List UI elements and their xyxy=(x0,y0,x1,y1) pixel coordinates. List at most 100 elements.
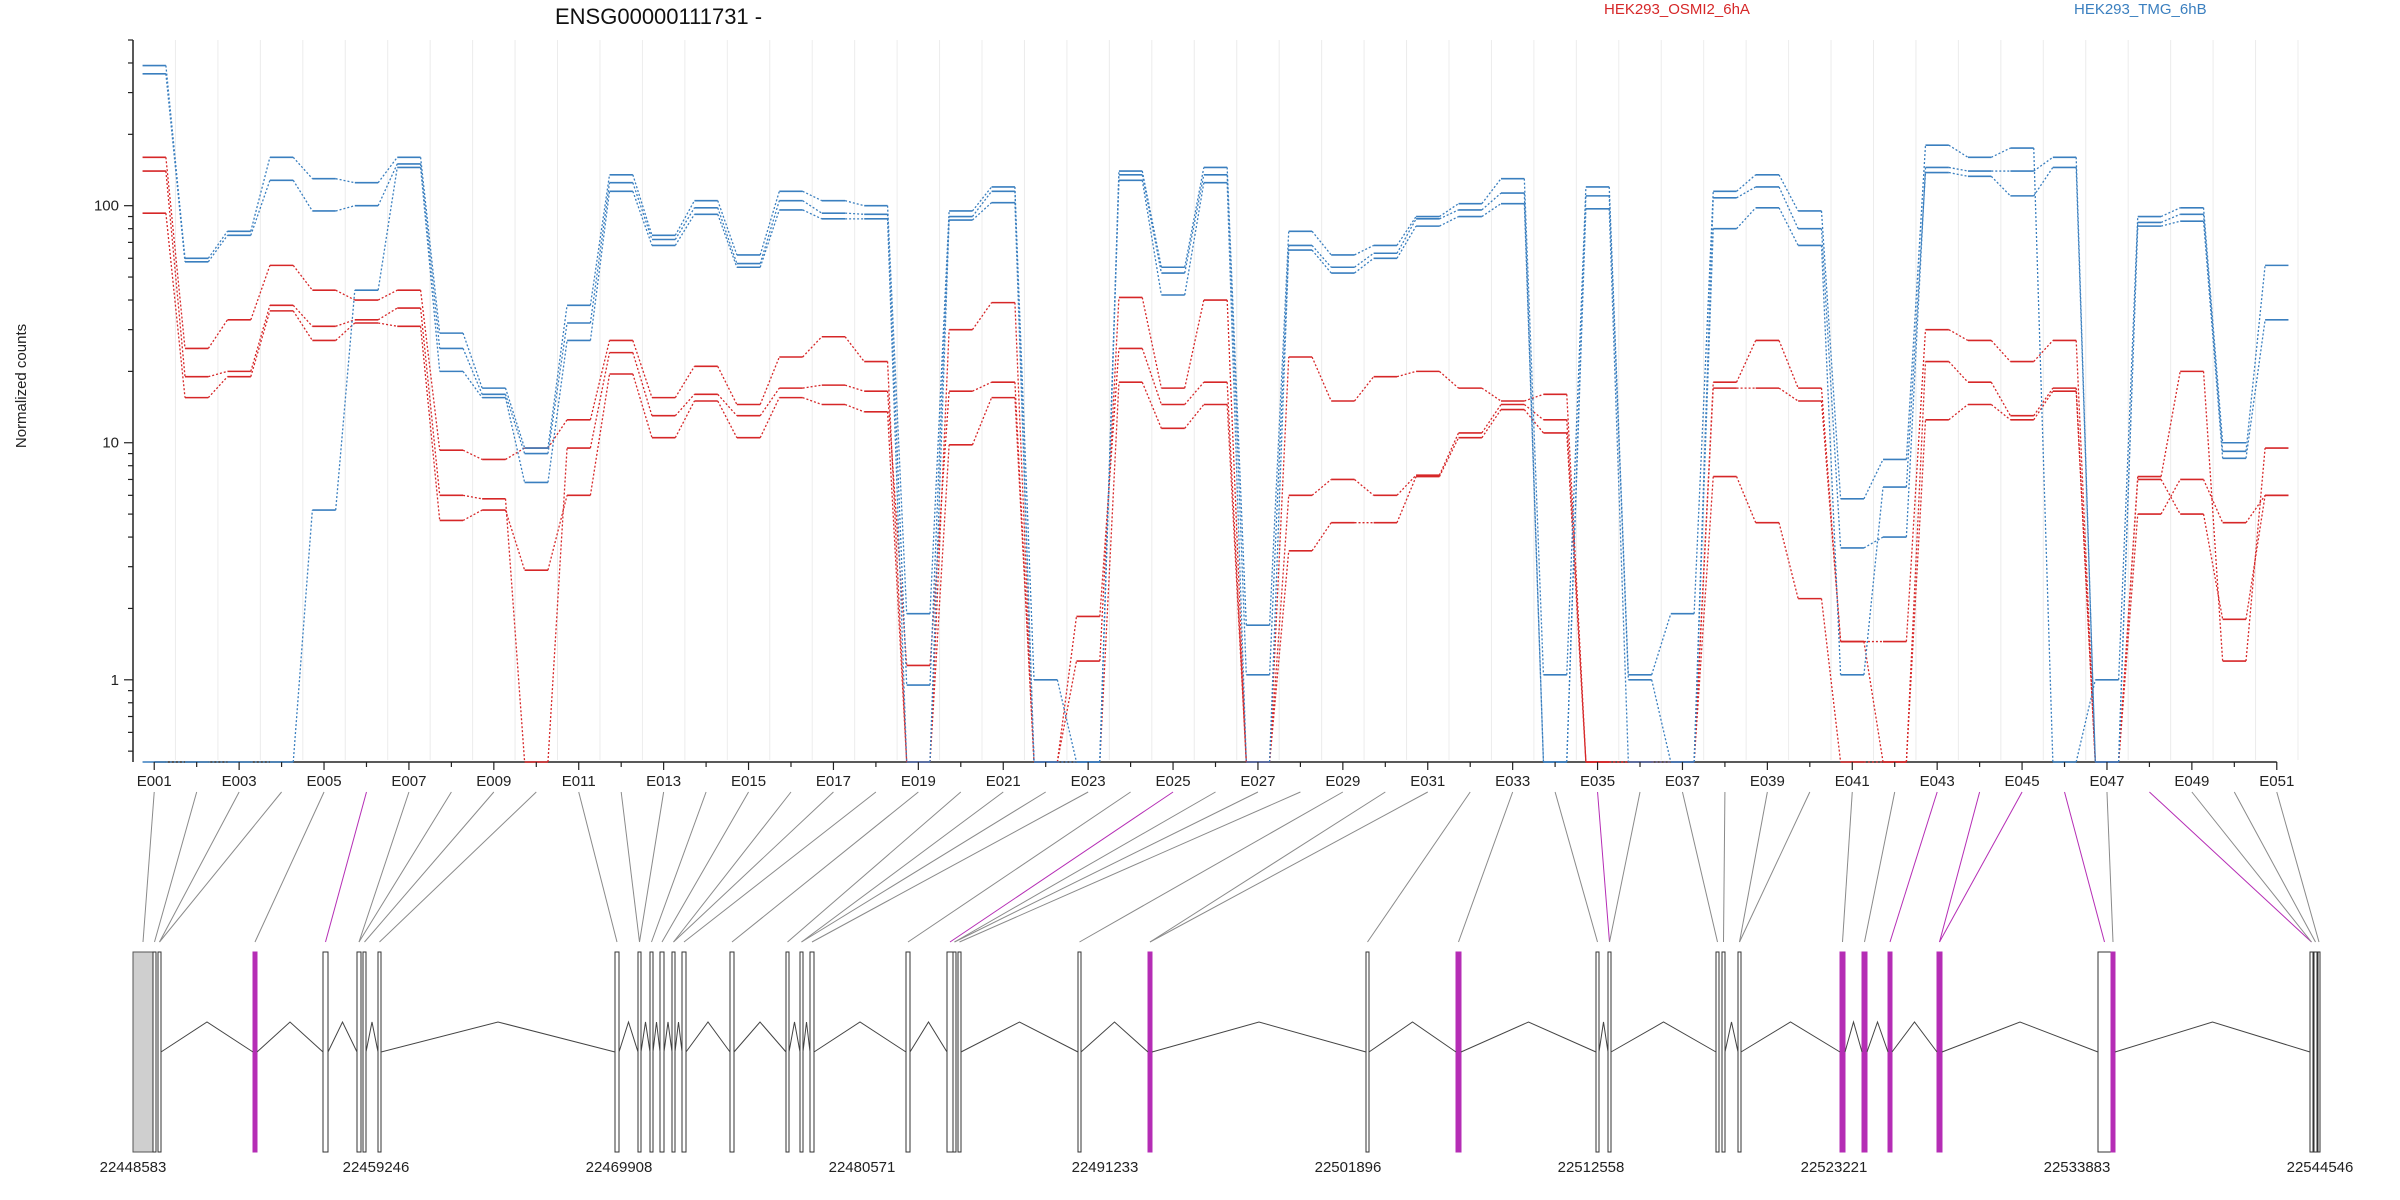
exon-connector xyxy=(1889,791,1938,943)
exon-connector xyxy=(801,791,1046,943)
exon-box xyxy=(785,951,790,1153)
intron-line xyxy=(788,1021,801,1053)
exon-box xyxy=(681,951,687,1153)
exon-box xyxy=(2313,951,2318,1153)
legend-item-osmi2: HEK293_OSMI2_6hA xyxy=(1604,1,1750,18)
x-tick-label: E029 xyxy=(1325,773,1360,790)
exon-connector xyxy=(159,791,240,943)
x-tick-label: E027 xyxy=(1240,773,1275,790)
intron-line xyxy=(1460,1021,1597,1053)
x-tick-label: E015 xyxy=(731,773,766,790)
intron-line xyxy=(674,1021,683,1053)
exon-connector xyxy=(651,791,707,943)
exon-connector xyxy=(358,791,452,943)
intron-line xyxy=(160,1021,254,1053)
x-tick-label: E005 xyxy=(307,773,342,790)
exon-connector xyxy=(2191,791,2312,943)
exon-connector xyxy=(954,791,1259,943)
intron-line xyxy=(652,1021,661,1053)
exon-connector xyxy=(1864,791,1896,943)
exon-box xyxy=(2110,951,2116,1153)
exon-box xyxy=(905,951,911,1153)
exon-box xyxy=(1595,951,1600,1153)
exon-box xyxy=(322,951,329,1153)
x-tick-label: E043 xyxy=(1920,773,1955,790)
coordinate-labels: 22448583 22459246 22469908 22480571 22491233… xyxy=(100,1159,2354,1176)
intron-line xyxy=(618,1020,639,1053)
exon-connector xyxy=(731,791,919,943)
y-tick-label: 10 xyxy=(102,435,119,452)
exon-connector xyxy=(2276,791,2320,943)
exon-connector xyxy=(954,791,1216,943)
x-tick-label: E041 xyxy=(1835,773,1870,790)
x-tick-label: E021 xyxy=(986,773,1021,790)
coordinate-label: 22501896 xyxy=(1315,1159,1382,1176)
exon-connector xyxy=(364,791,495,943)
x-tick-label: E033 xyxy=(1495,773,1530,790)
intron-line xyxy=(1368,1021,1457,1053)
intron-line xyxy=(1610,1021,1717,1053)
exon-connector xyxy=(2106,791,2114,943)
exon-connector xyxy=(1079,791,1344,943)
exon-connector xyxy=(620,791,640,943)
intron-line xyxy=(663,1021,673,1053)
x-tick-label: E047 xyxy=(2089,773,2124,790)
exon-box xyxy=(2309,951,2314,1153)
exon-connector xyxy=(907,791,1131,943)
exon-box xyxy=(1721,951,1726,1153)
intron-line xyxy=(1941,1021,2099,1053)
gene-model xyxy=(132,951,2321,1153)
y-tick-label: 100 xyxy=(94,198,119,215)
exon-connector xyxy=(2064,791,2105,943)
x-tick-label: E019 xyxy=(901,773,936,790)
exon-connector xyxy=(639,791,665,943)
series-line xyxy=(165,167,2266,763)
chart-title: ENSG00000111731 - xyxy=(555,4,762,29)
exon-connector xyxy=(159,791,282,943)
exon-connector xyxy=(683,791,877,943)
y-tick-label: 1 xyxy=(111,672,119,689)
exon-connector xyxy=(1939,791,2023,943)
exon-connector xyxy=(1367,791,1471,943)
series-layer xyxy=(142,64,2289,763)
series-line xyxy=(165,170,2266,763)
intron-line xyxy=(802,1021,811,1053)
exon-connector xyxy=(661,791,749,943)
x-tick-label: E039 xyxy=(1750,773,1785,790)
coordinate-label: 22512558 xyxy=(1558,1159,1625,1176)
intron-line xyxy=(380,1021,616,1053)
intron-line xyxy=(2114,1021,2311,1053)
exon-box xyxy=(659,951,665,1153)
coordinate-label: 22480571 xyxy=(829,1159,896,1176)
exon-box xyxy=(1607,951,1612,1153)
intron-line xyxy=(1891,1021,1938,1053)
exon-connector xyxy=(1597,791,1610,943)
x-tick-label: E013 xyxy=(646,773,681,790)
exon-box xyxy=(252,951,258,1153)
grid-layer xyxy=(132,40,2299,760)
intron-line xyxy=(909,1021,948,1053)
exon-box xyxy=(157,951,162,1153)
exon-box xyxy=(1147,951,1153,1153)
exon-connector xyxy=(959,791,1301,943)
x-tick-label: E001 xyxy=(137,773,172,790)
coordinate-label: 22544546 xyxy=(2287,1159,2354,1176)
exon-box xyxy=(1455,951,1462,1153)
x-tick-label: E023 xyxy=(1071,773,1106,790)
exon-connector xyxy=(1939,791,1981,943)
x-tick-label: E037 xyxy=(1665,773,1700,790)
exon-box xyxy=(1936,951,1943,1153)
exon-connector xyxy=(801,791,1004,943)
x-tick-label: E003 xyxy=(222,773,257,790)
coordinate-label: 22533883 xyxy=(2044,1159,2111,1176)
exon-box xyxy=(377,951,382,1153)
exon-box xyxy=(356,951,362,1153)
coordinate-label: 22491233 xyxy=(1072,1159,1139,1176)
connector-layer xyxy=(142,791,2320,943)
exon-connector xyxy=(1681,791,1718,943)
intron-line xyxy=(1866,1020,1889,1053)
exon-connector xyxy=(673,791,792,943)
exon-box xyxy=(809,951,815,1153)
exon-box xyxy=(1715,951,1720,1153)
exon-box xyxy=(2317,951,2321,1153)
